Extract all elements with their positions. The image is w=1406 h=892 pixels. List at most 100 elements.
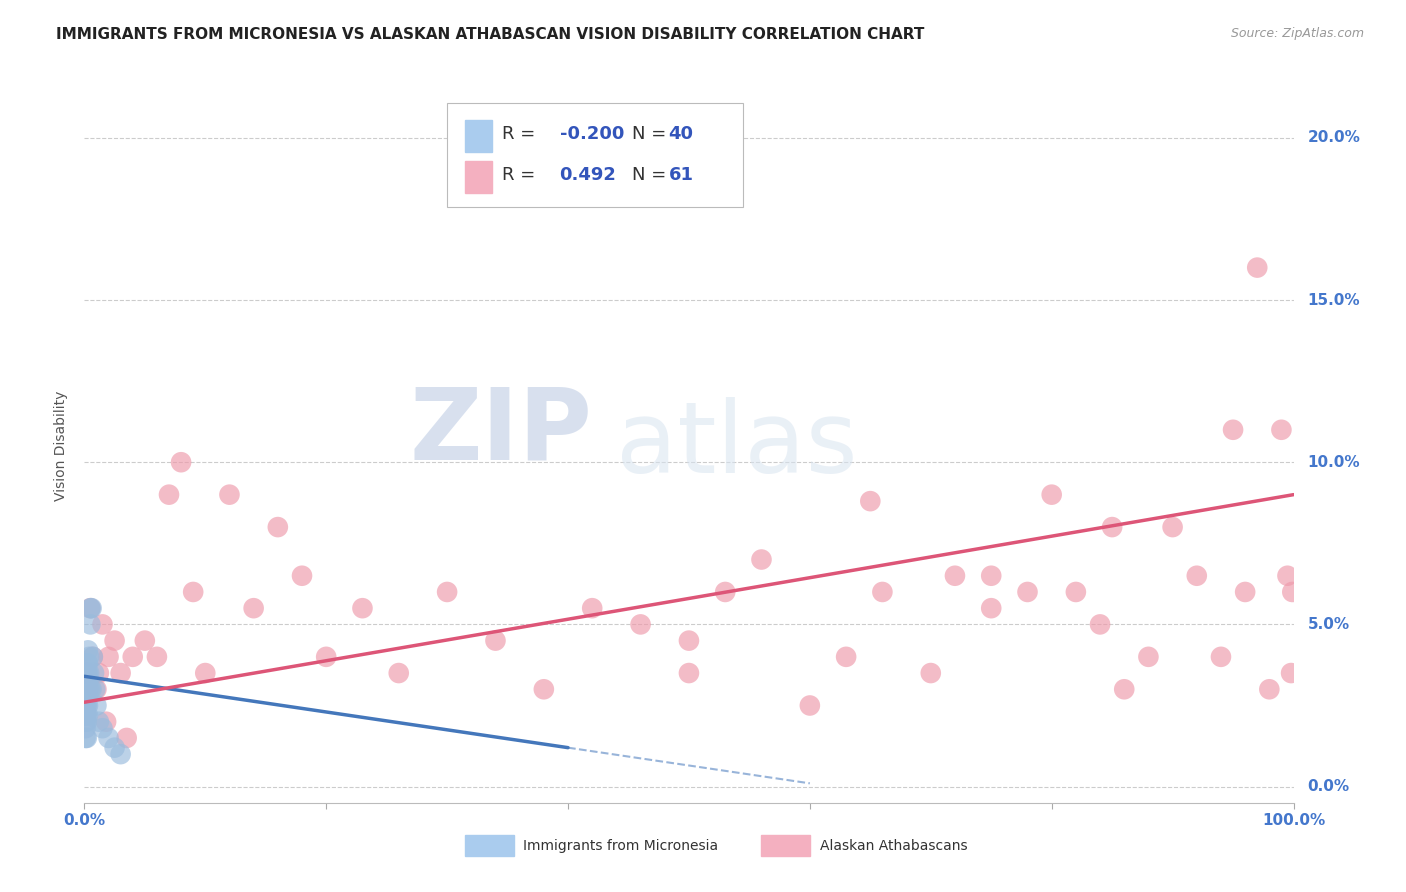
Point	[76, 666, 98, 681]
Point	[91, 617, 114, 632]
Point	[75, 682, 97, 697]
Text: 61: 61	[668, 166, 693, 184]
Point	[79, 682, 101, 697]
Point	[678, 633, 700, 648]
Point	[76, 708, 98, 723]
Point	[75, 708, 97, 723]
Text: 15.0%: 15.0%	[1308, 293, 1360, 308]
Point	[75, 698, 97, 713]
Point	[77, 657, 100, 671]
Point	[181, 585, 204, 599]
Point	[267, 520, 290, 534]
Point	[134, 633, 156, 648]
Point	[82, 649, 104, 664]
Point	[1270, 423, 1292, 437]
Point	[76, 666, 98, 681]
Point	[872, 585, 894, 599]
Point	[1088, 617, 1111, 632]
Point	[77, 666, 100, 681]
Point	[1101, 520, 1123, 534]
Point	[194, 666, 217, 681]
Text: 20.0%: 20.0%	[1308, 130, 1360, 145]
Point	[115, 731, 138, 745]
Point	[75, 721, 97, 735]
Point	[121, 649, 143, 664]
Point	[1277, 568, 1299, 582]
Point	[1137, 649, 1160, 664]
Point	[83, 666, 105, 681]
Point	[1064, 585, 1087, 599]
Point	[77, 675, 100, 690]
Point	[920, 666, 942, 681]
Point	[79, 617, 101, 632]
Point	[388, 666, 411, 681]
Point	[484, 633, 506, 648]
Point	[94, 714, 117, 729]
Point	[630, 617, 652, 632]
Text: 40: 40	[668, 125, 693, 143]
Point	[218, 488, 240, 502]
Point	[82, 649, 104, 664]
Point	[76, 731, 98, 745]
Point	[170, 455, 193, 469]
Point	[1222, 423, 1244, 437]
Point	[75, 689, 97, 703]
Point	[76, 675, 98, 690]
Point	[1281, 585, 1303, 599]
Point	[79, 601, 101, 615]
Text: 0.492: 0.492	[560, 166, 616, 184]
Point	[91, 721, 114, 735]
Text: 10.0%: 10.0%	[1308, 455, 1360, 470]
Point	[97, 649, 120, 664]
Point	[1279, 666, 1302, 681]
Point	[77, 649, 100, 664]
Point	[1234, 585, 1257, 599]
Point	[77, 682, 100, 697]
Point	[1114, 682, 1136, 697]
FancyBboxPatch shape	[465, 835, 513, 856]
Point	[79, 601, 101, 615]
Text: 5.0%: 5.0%	[1308, 617, 1350, 632]
Text: 0.0%: 0.0%	[1308, 779, 1350, 794]
Point	[352, 601, 374, 615]
Text: Source: ZipAtlas.com: Source: ZipAtlas.com	[1230, 27, 1364, 40]
Point	[86, 682, 108, 697]
Point	[97, 731, 120, 745]
Point	[80, 601, 103, 615]
Point	[859, 494, 882, 508]
Point	[714, 585, 737, 599]
Point	[75, 731, 97, 745]
Point	[76, 689, 98, 703]
Point	[75, 714, 97, 729]
Text: atlas: atlas	[616, 398, 858, 494]
Text: Immigrants from Micronesia: Immigrants from Micronesia	[523, 838, 718, 853]
Point	[533, 682, 555, 697]
Point	[76, 657, 98, 671]
Point	[1185, 568, 1208, 582]
Point	[1258, 682, 1281, 697]
Y-axis label: Vision Disability: Vision Disability	[55, 391, 69, 501]
Point	[87, 666, 110, 681]
Point	[77, 708, 100, 723]
Text: R =: R =	[502, 166, 534, 184]
Point	[980, 601, 1002, 615]
Point	[1040, 488, 1063, 502]
Text: R =: R =	[502, 125, 534, 143]
Point	[581, 601, 603, 615]
Point	[980, 568, 1002, 582]
Point	[146, 649, 169, 664]
Point	[87, 714, 110, 729]
Point	[943, 568, 966, 582]
Text: Alaskan Athabascans: Alaskan Athabascans	[820, 838, 967, 853]
Point	[799, 698, 821, 713]
Text: N =: N =	[633, 125, 666, 143]
FancyBboxPatch shape	[762, 835, 810, 856]
Point	[110, 747, 132, 761]
Point	[84, 682, 107, 697]
Point	[835, 649, 858, 664]
Point	[110, 666, 132, 681]
Point	[1246, 260, 1268, 275]
FancyBboxPatch shape	[465, 161, 492, 193]
FancyBboxPatch shape	[447, 103, 744, 207]
Point	[751, 552, 773, 566]
